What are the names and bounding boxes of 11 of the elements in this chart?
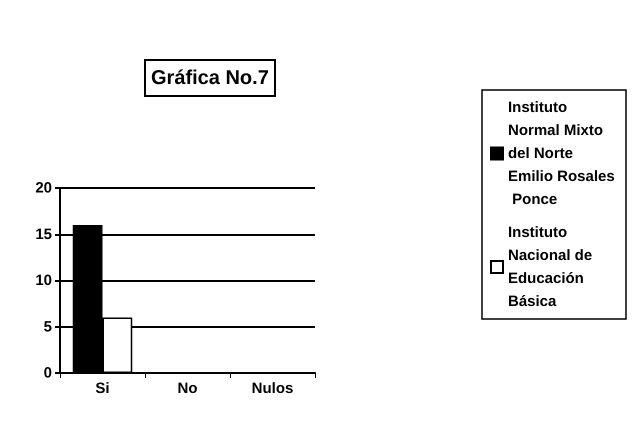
y-tick-label: 5 xyxy=(44,318,52,336)
x-tick-label: Si xyxy=(95,380,110,397)
y-tick-label: 20 xyxy=(35,180,52,196)
chart-title: Gráfica No.7 xyxy=(151,67,269,89)
y-tick-label: 0 xyxy=(44,364,52,382)
legend-label: Instituto Nacional de Educación Básica xyxy=(508,224,596,310)
y-tick-label: 15 xyxy=(35,226,52,243)
x-tick-label: Nulos xyxy=(252,380,294,397)
y-tick-label: 10 xyxy=(35,272,52,289)
legend-label: Instituto Normal Mixto del Norte Emilio Rosales Ponce xyxy=(508,99,615,208)
x-tick-label: No xyxy=(178,380,198,397)
